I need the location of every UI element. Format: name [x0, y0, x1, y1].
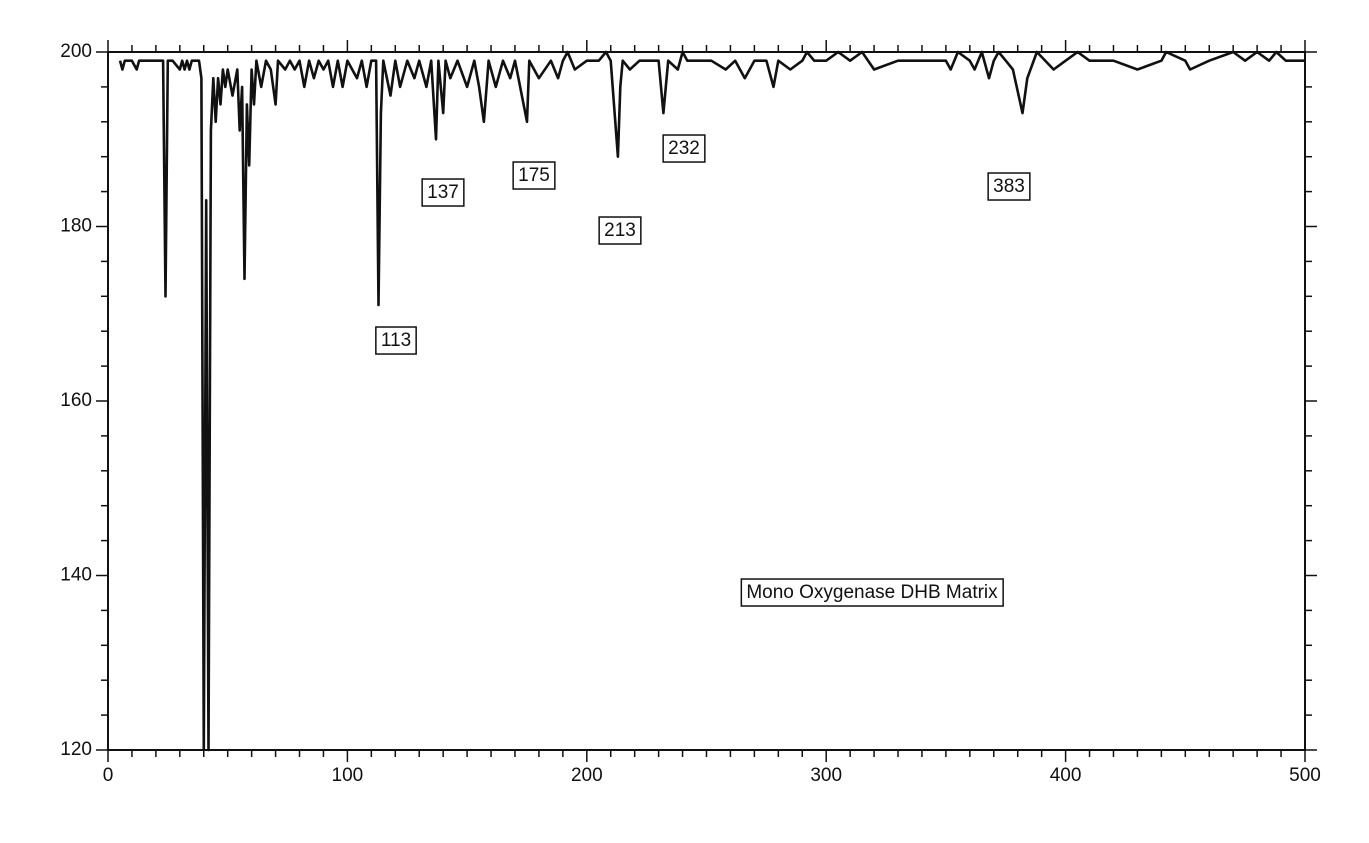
annotation-box — [740, 578, 1004, 607]
annotation-box — [662, 134, 706, 163]
annotation-box — [987, 172, 1031, 201]
annotation: Mono Oxygenase DHB Matrix — [746, 582, 998, 603]
x-tick-label: 500 — [1289, 765, 1321, 786]
y-tick-label: 160 — [60, 390, 92, 411]
annotation: 232 — [668, 138, 700, 159]
x-tick-label: 0 — [103, 765, 114, 786]
annotation: 113 — [381, 330, 411, 351]
x-tick-label: 200 — [571, 765, 603, 786]
y-tick-label: 120 — [60, 739, 92, 760]
x-tick-label: 100 — [332, 765, 364, 786]
y-tick-label: 140 — [60, 565, 92, 586]
x-tick-label: 300 — [810, 765, 842, 786]
annotation: 383 — [993, 176, 1025, 197]
annotation: 213 — [604, 220, 636, 241]
y-tick-label: 180 — [60, 216, 92, 237]
data-line — [118, 50, 1305, 752]
annotation: 175 — [518, 165, 550, 186]
annotation: 137 — [427, 182, 459, 203]
annotation-box — [598, 216, 642, 245]
plot-frame — [107, 51, 1306, 751]
annotation-box — [421, 178, 465, 207]
annotation-box — [375, 326, 417, 355]
y-tick-label: 200 — [60, 41, 92, 62]
annotation-box — [512, 161, 556, 190]
x-tick-label: 400 — [1050, 765, 1082, 786]
